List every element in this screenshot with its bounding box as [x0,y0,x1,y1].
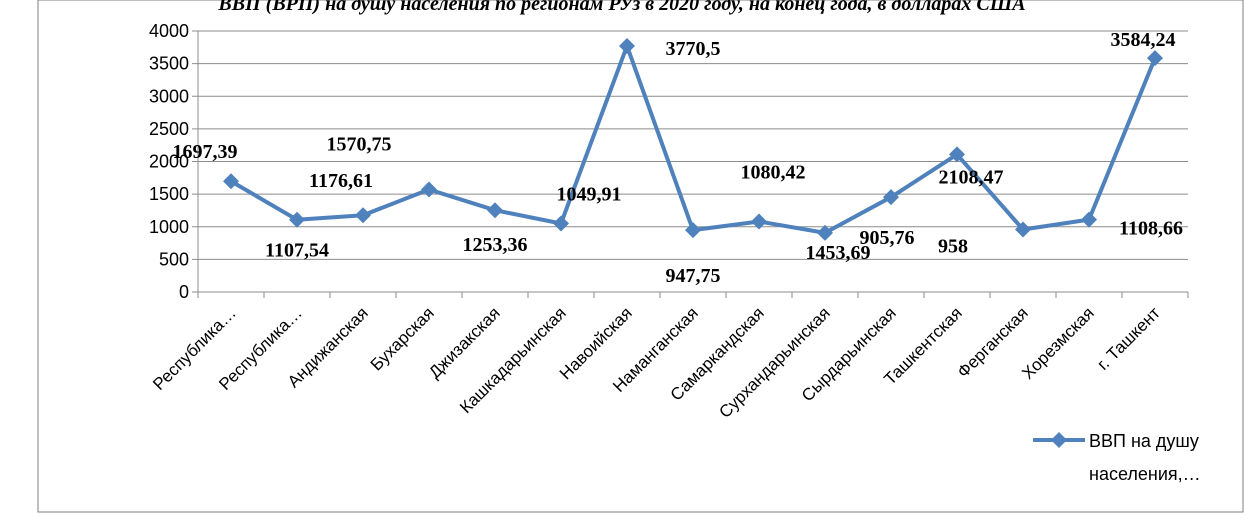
data-point-marker [355,207,371,224]
data-point-marker [1147,50,1163,67]
data-label: 3770,5 [666,38,721,60]
data-point-marker [223,173,239,190]
data-label: 1080,42 [741,162,806,184]
y-tick-label: 1000 [149,217,189,237]
data-label: 947,75 [666,265,721,287]
data-point-marker [1015,221,1031,238]
legend-label: населения,… [1089,464,1201,484]
data-point-marker [619,37,635,54]
data-point-marker [883,189,899,206]
data-point-marker [817,224,833,241]
data-point-marker [751,213,767,230]
y-tick-label: 3500 [149,54,189,74]
y-tick-label: 2000 [149,152,189,172]
data-label: 1108,66 [1119,218,1183,240]
data-label: 1176,61 [309,170,373,192]
data-point-marker [1081,211,1097,228]
legend-marker [1051,432,1067,448]
data-label: 1570,75 [327,134,392,156]
data-label: 1453,69 [806,242,871,264]
data-label: 1697,39 [173,141,238,163]
data-point-marker [685,222,701,239]
data-point-marker [487,202,503,219]
data-label: 958 [938,235,968,257]
data-point-marker [289,211,305,228]
data-label: 1253,36 [463,234,528,256]
y-tick-label: 2500 [149,119,189,139]
data-labels: 1697,39 1107,54 1176,61 1570,75 1253,36 1049,… [173,29,1183,287]
y-axis: 0 500 1000 1500 2000 2500 3000 3500 4000 [149,21,199,302]
data-point-marker [553,215,569,232]
data-label: 1107,54 [265,240,329,262]
data-point-marker [949,146,965,163]
chart-title: ВВП (ВРП) на душу населения по регионам … [217,0,1025,15]
y-tick-label: 1500 [149,184,189,204]
data-label: 905,76 [860,227,915,249]
gridlines [198,30,1188,260]
y-tick-label: 3000 [149,86,189,106]
chart-frame [37,0,1244,513]
data-point-marker [421,181,437,198]
y-tick-label: 500 [159,249,189,269]
legend: ВВП на душу населения,… [1033,431,1201,484]
y-tick-label: 4000 [149,21,189,41]
legend-label: ВВП на душу [1089,431,1199,451]
data-series [223,37,1163,241]
y-tick-label: 0 [179,282,189,302]
data-label: 3584,24 [1111,29,1176,51]
data-label: 2108,47 [939,166,1004,188]
data-label: 1049,91 [557,183,622,205]
